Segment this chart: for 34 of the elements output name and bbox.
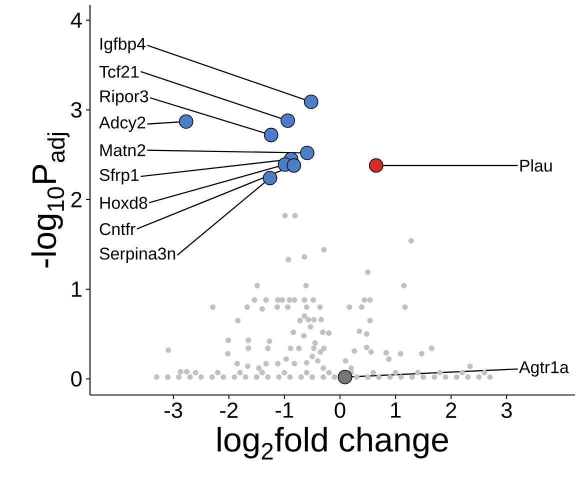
x-tick-label: 3 (501, 402, 512, 418)
x-tick-label: 1 (391, 402, 401, 418)
point (264, 128, 278, 142)
point (178, 114, 194, 129)
point (280, 113, 295, 128)
annotation: Tcf21 (99, 65, 139, 78)
annotation: Plau (520, 159, 552, 172)
annotation: Adcy2 (99, 116, 146, 132)
annotation: Igfbp4 (100, 37, 146, 54)
point (338, 370, 352, 384)
y-tick-label: 1 (72, 282, 82, 297)
x-tick-label: 0 (334, 402, 346, 418)
x-axis-title: log$_{2}$fold change (218, 426, 448, 460)
y-tick-label: 0 (71, 371, 82, 387)
x-tick-label: -1 (276, 402, 294, 418)
y-tick-label: 4 (70, 12, 82, 28)
point (300, 146, 314, 160)
x-tick-label: 2 (446, 402, 456, 418)
x-tick-label: -2 (220, 402, 238, 418)
point (286, 158, 302, 173)
y-axis-title: -log$_{10}$P$_{adj}$ (31, 133, 70, 268)
annotation: Matn2 (100, 144, 146, 156)
annotation: Ripor3 (100, 90, 148, 106)
annotation: Sfrp1 (100, 168, 139, 184)
point (304, 94, 318, 110)
point (262, 170, 278, 186)
annotation: Serpina3n (100, 247, 176, 264)
y-tick-label: 3 (71, 102, 82, 118)
annotation: Agtr1a (519, 361, 569, 377)
y-tick-label: 2 (71, 192, 82, 208)
annotation: Hoxd8 (100, 196, 148, 209)
point (368, 158, 384, 173)
x-tick-label: -3 (164, 402, 182, 418)
annotation: Cntfr (100, 222, 136, 236)
